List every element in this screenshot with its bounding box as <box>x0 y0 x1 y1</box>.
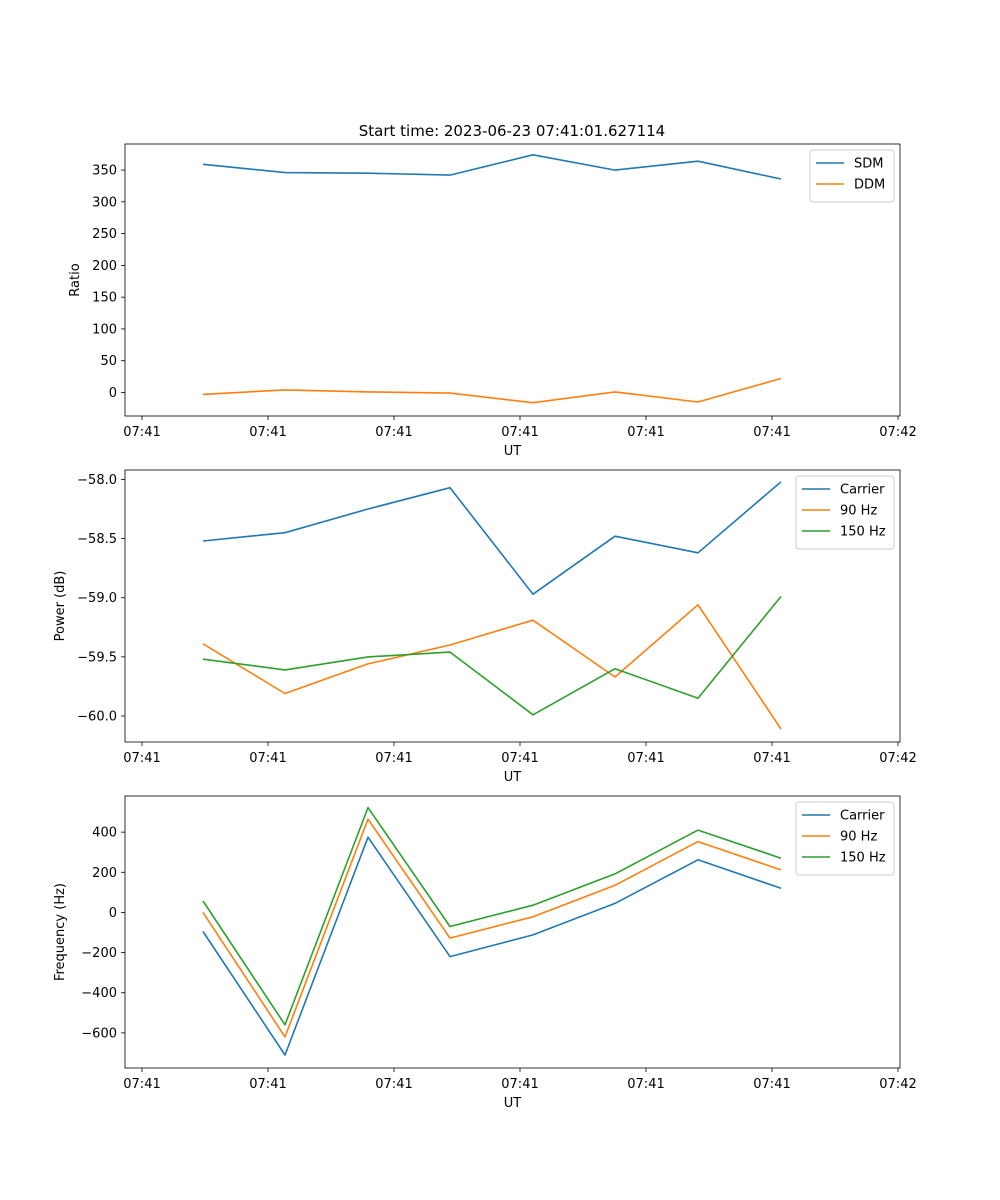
y-tick-label: −200 <box>81 946 117 961</box>
y-tick-label: 50 <box>100 354 117 369</box>
y-tick-label: 400 <box>92 826 117 841</box>
x-tick-label: 07:42 <box>879 751 916 766</box>
legend: SDM DDM <box>809 149 895 203</box>
x-tick-label: 07:41 <box>375 425 412 440</box>
series-line-carrier <box>202 481 782 596</box>
y-tick-label: −59.0 <box>77 591 117 606</box>
x-tick-label: 07:41 <box>123 425 160 440</box>
series-line-sdm <box>202 154 782 180</box>
x-tick-label: 07:41 <box>375 1077 412 1092</box>
x-tick-label: 07:41 <box>249 751 286 766</box>
x-tick-label: 07:42 <box>879 425 916 440</box>
x-tick-label: 07:41 <box>375 751 412 766</box>
y-axis-label: Frequency (Hz) <box>53 883 68 981</box>
y-tick-label: 200 <box>92 866 117 881</box>
y-tick-label: 200 <box>92 259 117 274</box>
x-tick-label: 07:41 <box>753 1077 790 1092</box>
legend-label: 90 Hz <box>840 504 877 519</box>
legend-label: Carrier <box>840 809 885 824</box>
y-tick-label: −58.5 <box>77 532 117 547</box>
y-tick-label: 100 <box>92 322 117 337</box>
x-axis-label: UT <box>504 770 522 785</box>
x-tick-label: 07:41 <box>753 425 790 440</box>
legend: Carrier 90 Hz 150 Hz <box>795 801 895 876</box>
x-tick-label: 07:41 <box>627 425 664 440</box>
legend-label: 90 Hz <box>840 830 877 845</box>
x-tick-label: 07:41 <box>123 1077 160 1092</box>
plot-frame <box>124 795 901 1069</box>
series-line-90-hz <box>202 818 782 1038</box>
x-axis-label: UT <box>504 444 522 459</box>
y-tick-label: −58.0 <box>77 473 117 488</box>
subplot-1: 07:41 07:41 07:41 07:41 07:41 07:41 07:42 0 50 10… <box>68 143 917 459</box>
subplot-3: 07:41 07:41 07:41 07:41 07:41 07:41 07:42 400 20… <box>53 795 917 1111</box>
x-tick-label: 07:41 <box>501 425 538 440</box>
y-tick-label: 0 <box>109 906 117 921</box>
y-tick-label: 300 <box>92 195 117 210</box>
legend-label: 150 Hz <box>840 851 886 866</box>
y-tick-label: −59.5 <box>77 650 117 665</box>
series-line-90-hz <box>202 603 782 730</box>
x-axis-label: UT <box>504 1096 522 1111</box>
series-line-carrier <box>202 836 782 1056</box>
y-axis-label: Power (dB) <box>53 571 68 642</box>
legend-label: 150 Hz <box>840 525 886 540</box>
x-tick-label: 07:41 <box>249 425 286 440</box>
x-tick-label: 07:41 <box>123 751 160 766</box>
y-tick-label: −400 <box>81 986 117 1001</box>
x-tick-label: 07:42 <box>879 1077 916 1092</box>
y-tick-label: 350 <box>92 164 117 179</box>
x-tick-label: 07:41 <box>249 1077 286 1092</box>
legend-label: DDM <box>854 178 885 193</box>
x-tick-label: 07:41 <box>627 751 664 766</box>
plot-frame <box>124 143 901 417</box>
x-tick-label: 07:41 <box>753 751 790 766</box>
y-axis-label: Ratio <box>68 263 83 296</box>
subplot-2: 07:41 07:41 07:41 07:41 07:41 07:41 07:42 −58.0… <box>53 469 917 785</box>
plot-frame <box>124 469 901 743</box>
y-tick-label: −600 <box>81 1026 117 1041</box>
figure-title: Start time: 2023-06-23 07:41:01.627114 <box>359 122 665 140</box>
y-tick-label: −60.0 <box>77 709 117 724</box>
x-tick-label: 07:41 <box>501 1077 538 1092</box>
series-line-ddm <box>202 377 782 404</box>
series-line-150-hz <box>202 806 782 1026</box>
y-tick-label: 0 <box>109 386 117 401</box>
y-tick-label: 250 <box>92 227 117 242</box>
x-tick-label: 07:41 <box>501 751 538 766</box>
legend-label: SDM <box>854 157 883 172</box>
y-tick-label: 150 <box>92 291 117 306</box>
legend: Carrier 90 Hz 150 Hz <box>795 475 895 550</box>
x-tick-label: 07:41 <box>627 1077 664 1092</box>
series-line-150-hz <box>202 595 782 716</box>
legend-label: Carrier <box>840 483 885 498</box>
